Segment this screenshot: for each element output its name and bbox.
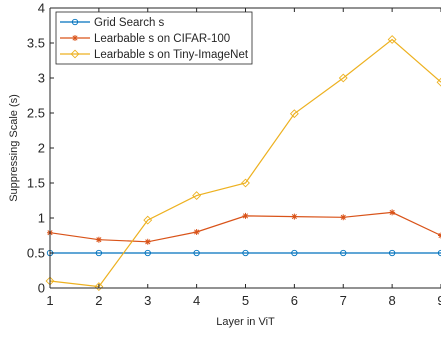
legend-item-3: Learbable s on Tiny-ImageNet: [60, 49, 249, 61]
legend-item-2: Learbable s on CIFAR-100: [60, 33, 230, 45]
x-tick-label: 2: [95, 293, 102, 308]
series-1-point: [95, 249, 103, 257]
series-1-point: [193, 249, 200, 257]
legend-label: Learbable s on CIFAR-100: [94, 33, 230, 45]
y-tick-label: 0.5: [27, 246, 45, 261]
x-tick-label: 4: [193, 293, 200, 308]
series-3-point: [436, 77, 441, 87]
y-tick-label: 2.5: [27, 106, 45, 121]
x-tick-label: 3: [144, 293, 151, 308]
series-3-point: [387, 35, 397, 44]
axes-layer: 1 2 3 4 5 6 7 8 9 0 0.5 1 1.5 2 2.5 3 3.5 4: [27, 1, 441, 308]
series-2-point: [389, 209, 396, 216]
series-2-point: [291, 213, 298, 220]
legend-label: Learbable s on Tiny-ImageNet: [94, 49, 249, 61]
y-tick-label: 0: [38, 281, 45, 296]
x-tick-label: 1: [46, 293, 53, 308]
series-2-point: [144, 238, 151, 245]
legend-marker: [71, 18, 79, 26]
series-1-point: [242, 249, 249, 257]
legend-label: Grid Search s: [94, 17, 165, 29]
series-3-point: [143, 215, 153, 225]
series-3-point: [192, 191, 202, 201]
series-layer: [45, 35, 441, 292]
series-1-point: [340, 249, 347, 257]
x-tick-label: 8: [389, 293, 396, 308]
legend: Grid Search s Learbable s on CIFAR-100 Lea…: [55, 11, 253, 65]
y-tick-label: 3.5: [27, 36, 45, 51]
series-3-line: [49, 38, 441, 288]
y-tick-label: 1: [38, 211, 45, 226]
series-2-point: [193, 229, 200, 235]
series-3-point: [338, 73, 348, 83]
legend-marker: [70, 49, 80, 59]
y-tick-label: 4: [38, 1, 45, 16]
series-1-point: [291, 249, 298, 257]
x-tick-label: 5: [242, 293, 249, 308]
series-1-point: [388, 249, 396, 257]
y-tick-label: 3: [38, 71, 45, 86]
series-1-point: [144, 249, 151, 257]
y-tick-label: 2: [38, 141, 45, 156]
x-tick-label: 6: [291, 293, 298, 308]
series-3-point: [289, 109, 299, 119]
legend-item-1: Grid Search s: [60, 17, 165, 29]
x-tick-label: 7: [340, 293, 347, 308]
series-2-point: [340, 214, 347, 221]
x-tick-label: 9: [437, 293, 441, 308]
legend-marker: [72, 35, 78, 41]
x-axis-label: Layer in ViT: [216, 316, 275, 328]
series-2-point: [242, 212, 249, 219]
series-3-point: [94, 282, 104, 292]
series-2-point: [95, 236, 102, 243]
y-axis-label: Suppressing Scale (s): [8, 94, 20, 202]
y-tick-label: 1.5: [27, 176, 45, 191]
series-3-point: [241, 178, 250, 188]
